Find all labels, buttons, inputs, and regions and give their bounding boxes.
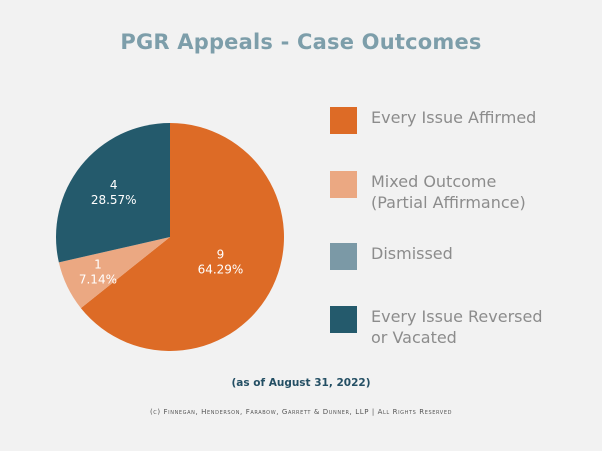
legend-label: Mixed Outcome (Partial Affirmance) <box>371 172 526 212</box>
slice-percent-label: 64.29% <box>198 262 244 276</box>
legend-item-reversed: Every Issue Reversed or Vacated <box>330 306 581 348</box>
legend-item-mixed: Mixed Outcome (Partial Affirmance) <box>330 171 581 213</box>
legend-item-affirmed: Every Issue Affirmed <box>330 107 581 134</box>
slice-percent-label: 7.14% <box>79 273 117 287</box>
slice-count-label: 1 <box>94 258 102 272</box>
chart-title: PGR Appeals - Case Outcomes <box>120 30 482 54</box>
legend-item-dismissed: Dismissed <box>330 243 581 270</box>
legend-label: Every Issue Affirmed <box>371 108 537 127</box>
legend-swatch <box>330 171 357 198</box>
copyright-notice: (c) Finnegan, Henderson, Farabow, Garret… <box>149 408 453 416</box>
pie-slice-mixed <box>58 237 171 309</box>
pie-slice-reversed <box>55 123 170 263</box>
legend-label: Every Issue Reversed or Vacated <box>371 307 543 347</box>
legend-swatch <box>330 306 357 333</box>
legend-swatch <box>330 107 357 134</box>
legend-label: Dismissed <box>371 244 453 263</box>
pie-slice-affirmed <box>80 123 284 352</box>
legend-swatch <box>330 243 357 270</box>
slice-count-label: 9 <box>217 247 225 261</box>
slice-count-label: 4 <box>110 178 118 192</box>
as-of-note: (as of August 31, 2022) <box>231 377 371 389</box>
slice-percent-label: 28.57% <box>91 193 137 207</box>
